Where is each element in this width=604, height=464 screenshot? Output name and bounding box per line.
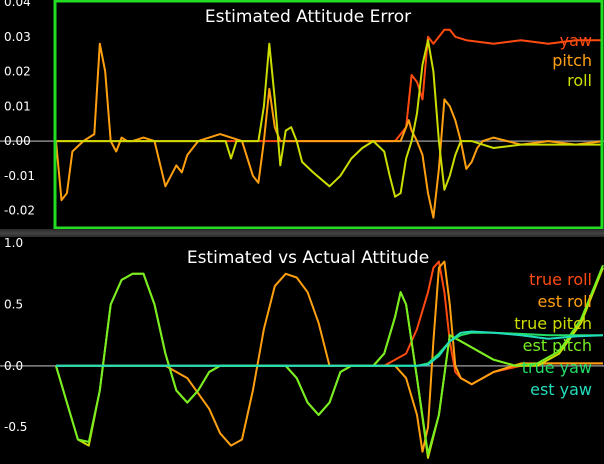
attitude-compare-chart: 1.0 0.5 0.0 -0.5 Estimated vs Actual Attitud…	[0, 237, 604, 459]
error-ytick-label: 0.00	[4, 134, 31, 148]
error-legend-pitch: pitch	[552, 51, 592, 70]
error-ytick-label: 0.02	[4, 65, 31, 79]
error-ytick-label: 0.01	[4, 99, 31, 113]
compare-chart-title: Estimated vs Actual Attitude	[187, 248, 429, 268]
error-plot-frame	[53, 0, 604, 230]
compare-legend-true-pitch: true pitch	[514, 314, 592, 333]
attitude-compare-panel: 1.0 0.5 0.0 -0.5 Estimated vs Actual Attitud…	[0, 237, 604, 464]
compare-ytick-label: 0.0	[4, 359, 23, 373]
error-ytick-label: 0.03	[4, 30, 31, 44]
compare-legend-true-roll: true roll	[529, 270, 592, 289]
compare-legend-est-yaw: est yaw	[530, 380, 592, 399]
compare-ytick-label: -0.5	[4, 420, 27, 434]
compare-series-line-est-roll	[56, 260, 603, 453]
attitude-error-chart: 0.04 0.03 0.02 0.01 0.00 -0.01 -0.02 Estimated …	[0, 0, 604, 230]
error-legend-yaw: yaw	[560, 31, 592, 50]
error-series-line-pitch	[55, 42, 604, 219]
panel-divider[interactable]	[0, 229, 604, 238]
attitude-error-panel: 0.04 0.03 0.02 0.01 0.00 -0.01 -0.02 Estimated …	[0, 0, 604, 230]
error-ytick-label: -0.01	[4, 169, 35, 183]
compare-series-line-est-pitch	[55, 264, 604, 456]
error-series-line-yaw	[56, 28, 603, 143]
compare-series-line-est-yaw	[56, 330, 604, 367]
compare-legend-true-yaw: true yaw	[522, 358, 592, 377]
error-ytick-label: -0.02	[4, 204, 35, 218]
compare-ytick-label: 0.5	[4, 297, 23, 311]
compare-legend-est-roll: est roll	[538, 292, 592, 311]
error-ytick-label: 0.04	[4, 0, 31, 9]
compare-ytick-label: 1.0	[4, 237, 23, 250]
error-chart-title: Estimated Attitude Error	[205, 7, 411, 27]
error-series-line-roll	[56, 39, 603, 198]
compare-legend-est-pitch: est pitch	[523, 336, 592, 355]
error-legend-roll: roll	[567, 71, 592, 90]
